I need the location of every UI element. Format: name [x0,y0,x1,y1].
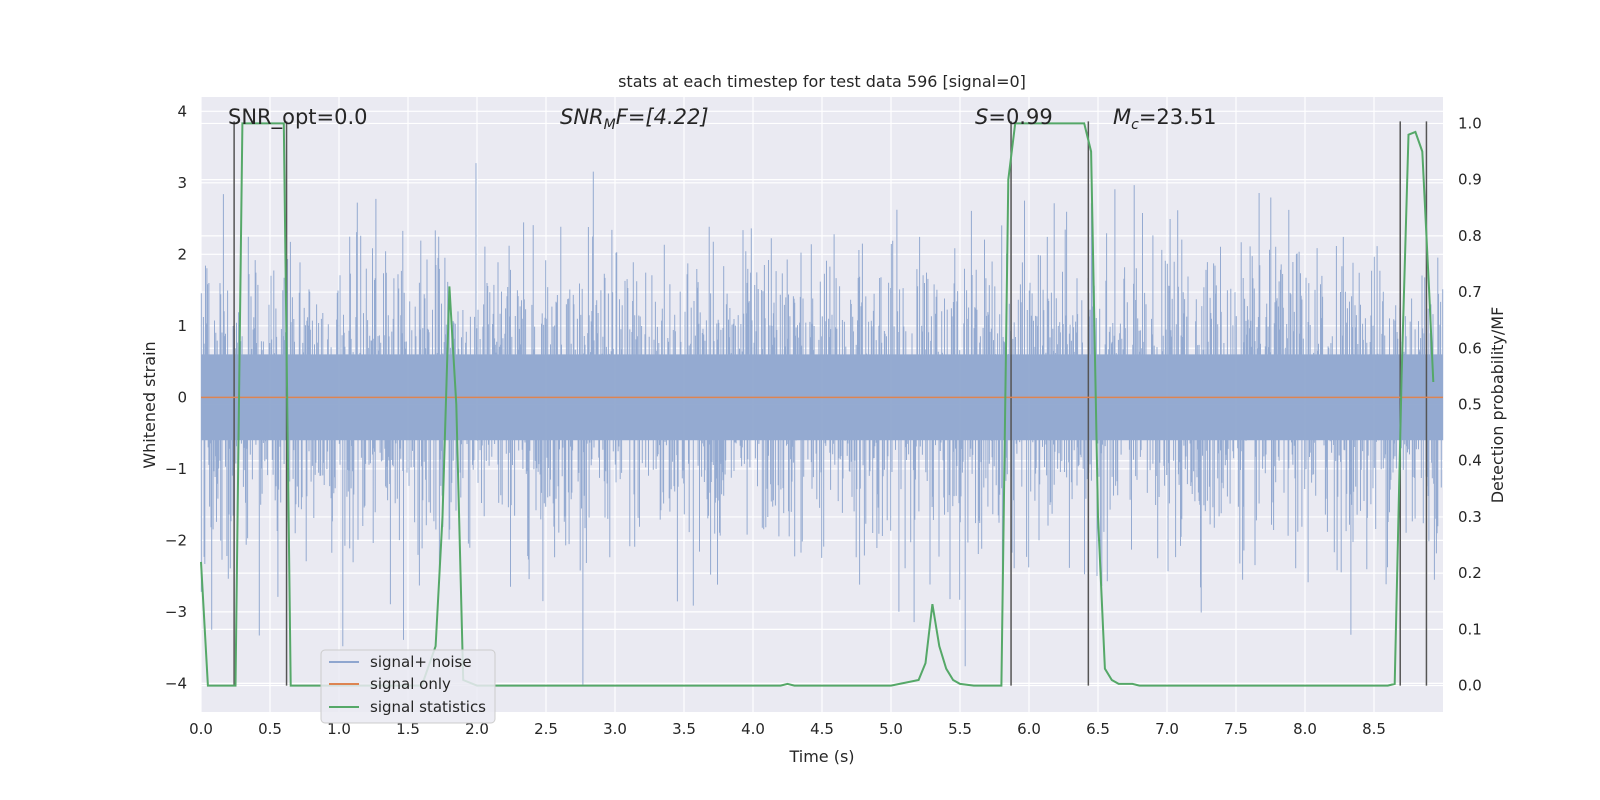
annotation-snr-opt: SNR_opt=0.0 [228,105,368,130]
y-tick-label: 4 [177,102,187,120]
x-tick-label: 2.0 [465,720,489,738]
y2-tick-label: 0.7 [1458,283,1482,301]
x-tick-label: 1.0 [327,720,351,738]
annotation-s: S=0.99 [975,105,1053,129]
x-tick-label: 2.5 [534,720,558,738]
annotation-snr-mf-rest: F=[4.22] [616,105,709,129]
legend-box [320,649,496,724]
x-tick-label: 4.5 [810,720,834,738]
y2-tick-label: 0.0 [1458,677,1482,695]
vertical-markers [233,121,1428,686]
y-tick-label: 2 [177,245,187,263]
y2-tick-label: 0.6 [1458,339,1482,357]
x-tick-label: 3.0 [603,720,627,738]
annotation-s-base: S [975,105,988,129]
annotation-mc-base: M [1113,105,1131,129]
y-tick-label: −4 [165,674,187,692]
y2-tick-label: 0.1 [1458,620,1482,638]
x-tick-label: 4.0 [741,720,765,738]
x-tick-label: 8.0 [1293,720,1317,738]
signal-statistics-line [200,122,1435,687]
y-tick-labels: 4 3 2 1 0 −1 −2 −3 −4 [165,102,187,692]
annotation-snr-mf-sub: M [604,117,616,133]
annotation-mc-sub: c [1131,117,1139,133]
y-tick-label: −3 [165,603,187,621]
y-axis-label: Whitened strain [140,341,159,468]
legend-label-signal-noise: signal+ noise [370,653,472,671]
x-tick-label: 8.5 [1362,720,1386,738]
y-tick-label: −2 [165,531,187,549]
x-tick-label: 3.5 [672,720,696,738]
x-tick-label: 0.5 [258,720,282,738]
y2-tick-label: 0.5 [1458,396,1482,414]
y2-tick-label: 0.3 [1458,508,1482,526]
signal-statistics-series [200,122,1435,687]
legend-label-signal-only: signal only [370,675,451,693]
y-tick-label: 1 [177,317,187,335]
x-tick-label: 6.5 [1086,720,1110,738]
legend-label-signal-statistics: signal statistics [370,698,486,716]
x-tick-label: 1.5 [396,720,420,738]
y2-tick-label: 0.4 [1458,452,1482,470]
x-tick-label: 0.0 [189,720,213,738]
y-tick-label: 0 [177,388,187,406]
x-tick-label: 5.0 [879,720,903,738]
x-axis-label: Time (s) [788,747,854,766]
x-tick-label: 5.5 [948,720,972,738]
y2-tick-label: 0.8 [1458,227,1482,245]
annotation-snr-mf: SNRMF=[4.22] [560,105,709,133]
legend: signal+ noise signal only signal statist… [320,649,496,724]
y2-tick-label: 1.0 [1458,114,1482,132]
y2-axis-label: Detection probability/MF [1488,307,1507,504]
chart-title: stats at each timestep for test data 596… [618,72,1026,91]
annotation-mc-rest: =23.51 [1139,105,1217,129]
y2-tick-label: 0.9 [1458,171,1482,189]
annotation-mc: Mc=23.51 [1113,105,1217,133]
y-tick-label: −1 [165,460,187,478]
annotation-snr-mf-base: SNR [560,105,604,129]
x-tick-labels: 0.0 0.5 1.0 1.5 2.0 2.5 3.0 3.5 4.0 4.5 5.0 5.5 6.0 6… [189,720,1386,738]
y-tick-label: 3 [177,174,187,192]
x-tick-label: 7.0 [1155,720,1179,738]
y2-tick-label: 0.2 [1458,564,1482,582]
y2-tick-labels: 1.0 0.9 0.8 0.7 0.6 0.5 0.4 0.3 0.2 0.1 0.0 [1458,114,1482,694]
annotation-s-rest: =0.99 [988,105,1052,129]
x-tick-label: 7.5 [1224,720,1248,738]
x-tick-label: 6.0 [1017,720,1041,738]
